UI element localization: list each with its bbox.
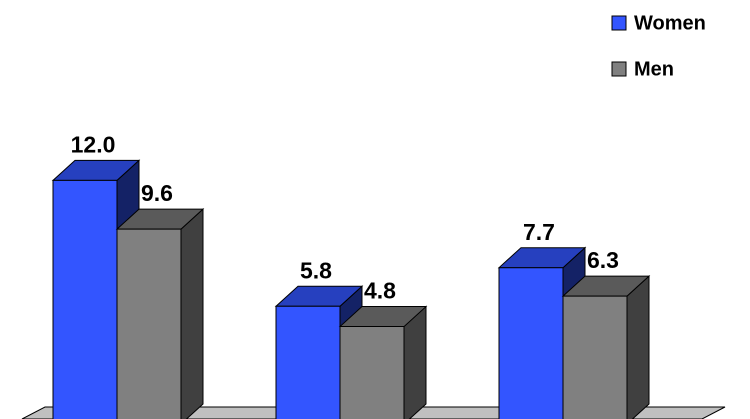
bar-front	[562, 295, 628, 419]
value-label: 6.3	[587, 247, 619, 273]
value-label: 9.6	[141, 180, 173, 206]
bar-front	[339, 326, 405, 419]
value-label: 4.8	[364, 278, 396, 304]
bar-side	[180, 207, 204, 419]
bar-front	[498, 267, 564, 419]
bar-front	[116, 228, 182, 419]
value-label: 7.7	[523, 219, 555, 245]
bar-front	[275, 305, 341, 419]
value-label: 12.0	[71, 131, 116, 157]
legend-label: Men	[634, 58, 674, 80]
legend-swatch	[611, 61, 627, 77]
legend-label: Women	[634, 12, 706, 34]
bar	[338, 305, 428, 419]
bar-front	[52, 179, 118, 419]
bar	[561, 274, 651, 419]
bar-side	[626, 274, 650, 419]
bar	[115, 207, 205, 419]
value-label: 5.8	[300, 257, 332, 283]
legend-swatch	[611, 15, 627, 31]
